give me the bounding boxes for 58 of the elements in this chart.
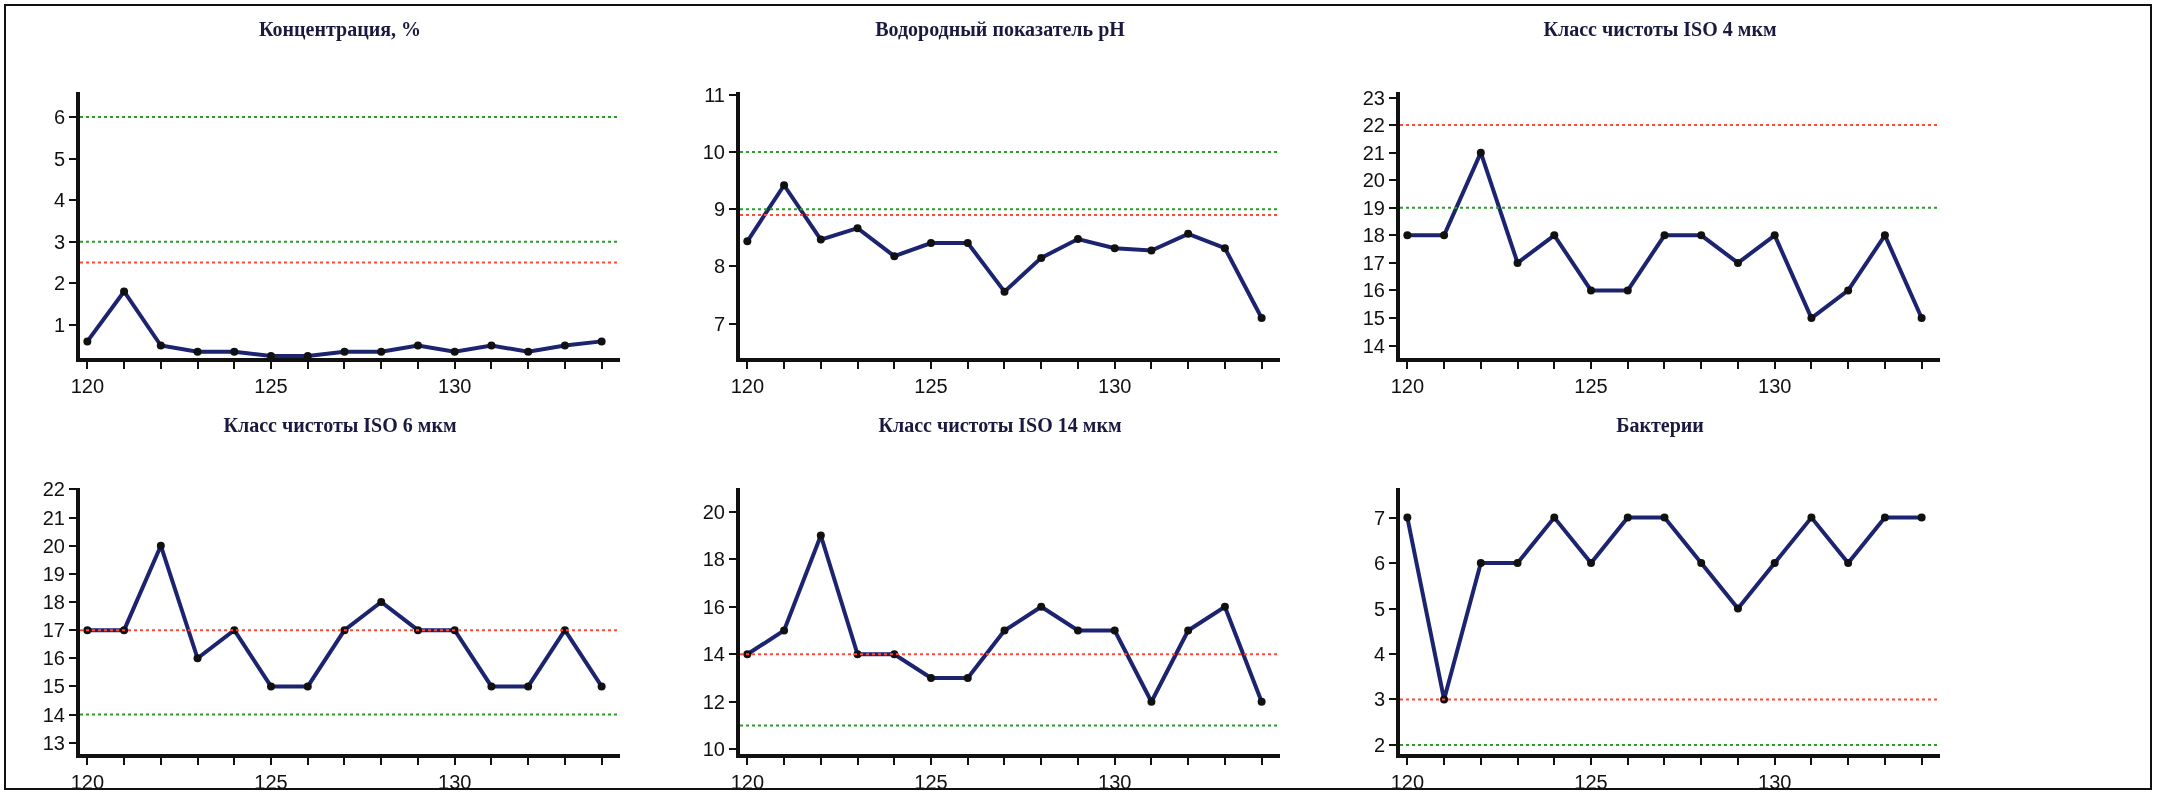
chart-title: Класс чистоты ISO 4 мкм xyxy=(1543,17,1777,40)
y-tick-label: 15 xyxy=(1362,307,1385,330)
y-tick-label: 16 xyxy=(42,647,65,670)
y-tick-label: 14 xyxy=(42,703,65,726)
x-tick-label: 125 xyxy=(914,375,948,397)
y-tick-label: 20 xyxy=(1362,169,1385,192)
chart-title: Концентрация, % xyxy=(258,17,422,41)
y-tick-label: 7 xyxy=(713,312,725,335)
x-tick-label: 130 xyxy=(1098,375,1132,397)
y-tick-label: 4 xyxy=(1373,642,1385,665)
y-tick-label: 6 xyxy=(1373,552,1385,575)
y-tick-label: 18 xyxy=(42,591,65,613)
y-tick-label: 23 xyxy=(1362,86,1385,109)
chart-title: Класс чистоты ISO 6 мкм xyxy=(223,413,457,436)
y-tick-label: 20 xyxy=(702,500,725,523)
y-tick-label: 19 xyxy=(42,562,65,585)
y-tick-label: 3 xyxy=(53,230,65,253)
y-tick-label: 5 xyxy=(1373,597,1385,620)
y-tick-label: 10 xyxy=(702,141,725,164)
y-tick-label: 6 xyxy=(53,105,65,128)
y-tick-label: 17 xyxy=(1362,251,1385,274)
y-tick-label: 7 xyxy=(1373,506,1385,529)
y-tick-label: 13 xyxy=(42,731,65,754)
y-tick-label: 21 xyxy=(42,506,65,529)
y-tick-label: 19 xyxy=(1362,196,1385,219)
y-tick-label: 15 xyxy=(42,675,65,698)
y-tick-label: 14 xyxy=(702,643,725,666)
x-tick-label: 120 xyxy=(1390,375,1425,397)
x-tick-label: 120 xyxy=(730,375,765,397)
y-tick-label: 14 xyxy=(1362,334,1385,357)
y-tick-label: 20 xyxy=(42,534,65,557)
y-tick-label: 12 xyxy=(702,690,725,713)
y-tick-label: 18 xyxy=(1362,224,1385,247)
x-tick-label: 130 xyxy=(438,375,472,397)
x-tick-label: 125 xyxy=(254,375,288,397)
y-tick-label: 2 xyxy=(1373,733,1385,756)
chart-title: Водородный показатель pH xyxy=(875,17,1126,41)
y-tick-label: 5 xyxy=(53,147,65,170)
y-tick-label: 3 xyxy=(1373,688,1385,711)
y-tick-label: 2 xyxy=(53,272,65,295)
x-tick-label: 120 xyxy=(70,375,105,397)
y-tick-label: 22 xyxy=(1362,114,1385,137)
y-tick-label: 4 xyxy=(53,189,65,212)
y-tick-label: 16 xyxy=(702,595,725,618)
chart-title: Класс чистоты ISO 14 мкм xyxy=(878,413,1122,436)
chart-title: Бактерии xyxy=(1616,413,1704,437)
x-tick-label: 125 xyxy=(1574,375,1608,397)
y-tick-label: 8 xyxy=(713,255,725,278)
y-tick-label: 17 xyxy=(42,619,65,642)
y-tick-label: 10 xyxy=(702,738,725,761)
x-tick-label: 130 xyxy=(1758,375,1792,397)
y-tick-label: 16 xyxy=(1362,279,1385,302)
y-tick-label: 21 xyxy=(1362,141,1385,164)
y-tick-label: 18 xyxy=(702,548,725,571)
y-tick-label: 22 xyxy=(42,478,65,501)
y-tick-label: 1 xyxy=(53,313,65,336)
y-tick-label: 11 xyxy=(704,83,725,106)
y-tick-label: 9 xyxy=(713,198,725,221)
